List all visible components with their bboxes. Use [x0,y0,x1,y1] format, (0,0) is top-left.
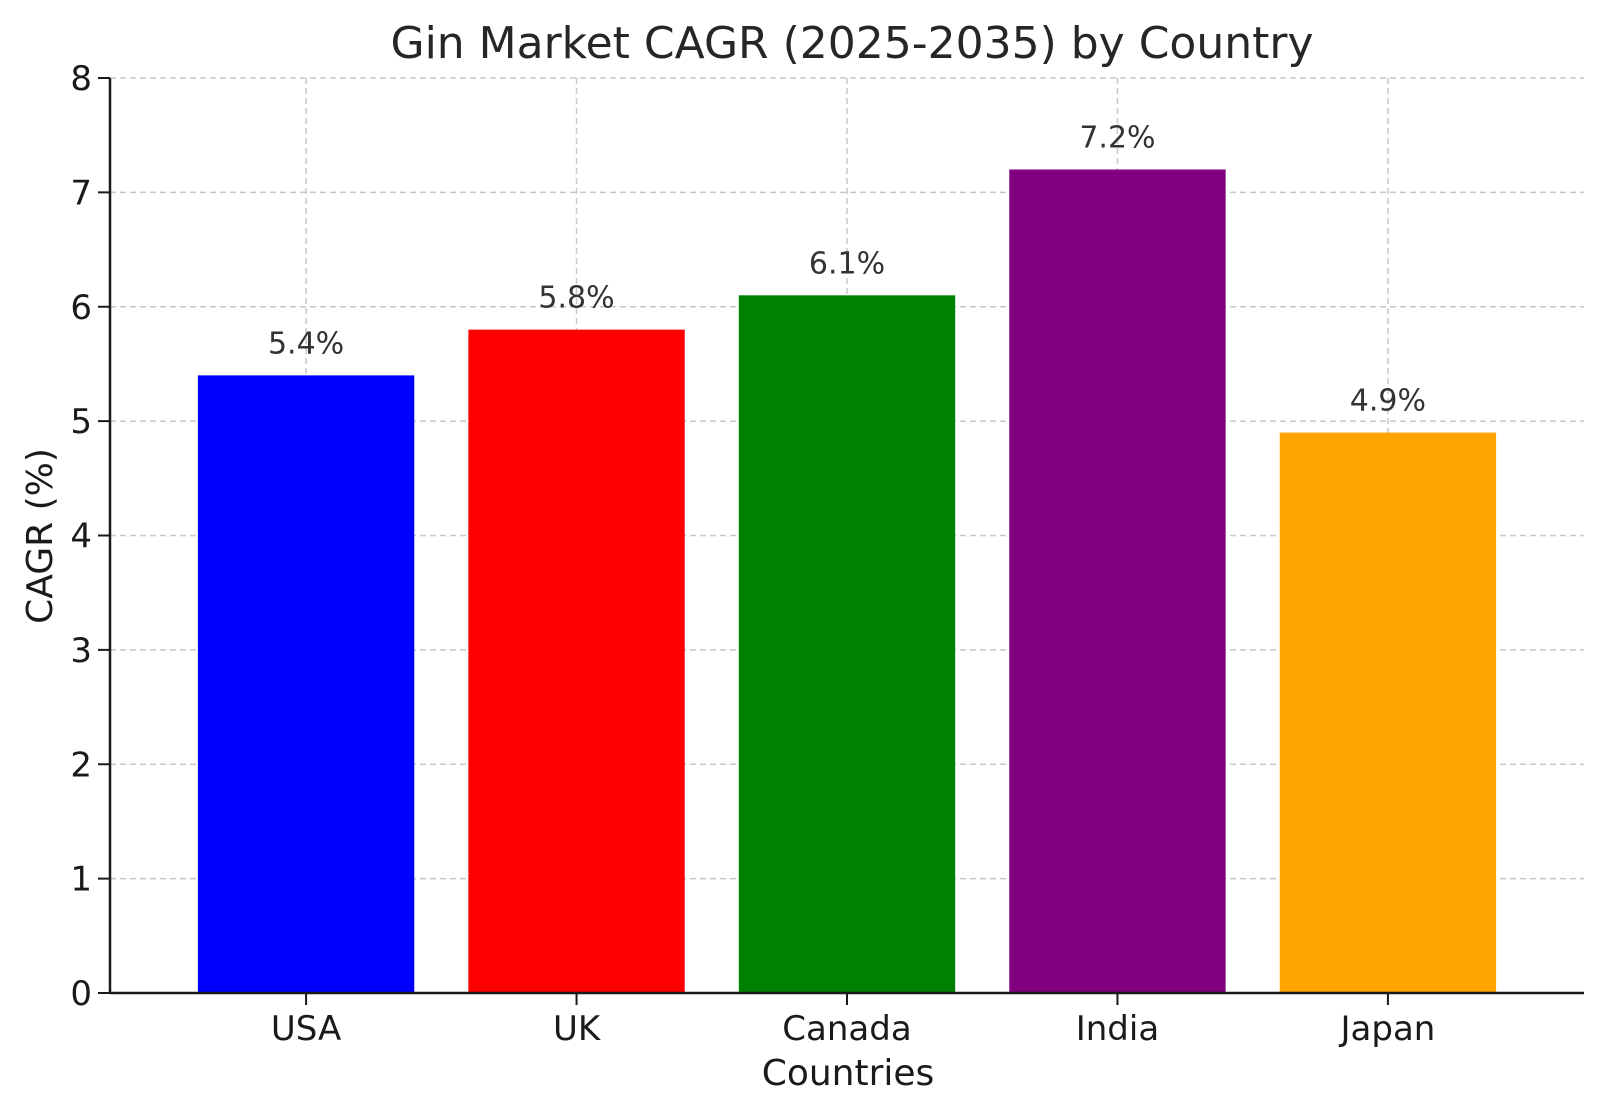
x-tick-label-usa: USA [271,1009,341,1049]
data-label-usa: 5.4% [268,326,344,361]
y-ticks: 0 1 2 3 4 5 6 7 8 [70,59,110,1014]
x-tick-label-uk: UK [553,1009,602,1049]
data-label-india: 7.2% [1079,121,1155,156]
y-tick-label: 1 [70,860,92,900]
data-labels: 5.4% 5.8% 6.1% 7.2% 4.9% [268,121,1426,419]
data-label-japan: 4.9% [1350,384,1426,419]
bars [197,169,1497,993]
data-label-canada: 6.1% [809,246,885,281]
y-tick-label: 8 [70,59,92,99]
x-tick-label-canada: Canada [782,1009,911,1049]
y-tick-label: 2 [70,745,92,785]
y-axis-label: CAGR (%) [20,448,61,624]
y-tick-label: 4 [70,517,92,557]
data-label-uk: 5.8% [538,281,614,316]
bar-india [1009,169,1226,993]
y-tick-label: 0 [70,974,92,1014]
x-tick-label-japan: Japan [1339,1009,1436,1049]
x-ticks: USA UK Canada India Japan [271,993,1435,1049]
chart-title: Gin Market CAGR (2025-2035) by Country [390,18,1313,69]
bar-japan [1279,432,1497,993]
y-tick-label: 7 [70,173,92,213]
bar-usa [197,375,415,993]
bar-canada [738,295,956,993]
y-tick-label: 3 [70,631,92,671]
bar-uk [468,329,685,993]
x-tick-label-india: India [1076,1009,1159,1049]
y-tick-label: 6 [70,288,92,328]
x-axis-label: Countries [762,1053,935,1094]
y-tick-label: 5 [70,402,92,442]
